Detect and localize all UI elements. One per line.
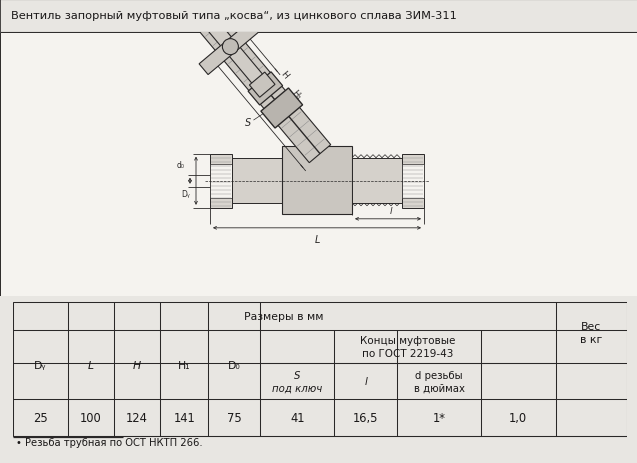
Circle shape xyxy=(222,39,238,56)
Bar xyxy=(232,158,282,203)
Text: S
под ключ: S под ключ xyxy=(272,370,322,393)
Bar xyxy=(352,158,402,203)
Text: d₀: d₀ xyxy=(177,160,185,169)
Polygon shape xyxy=(200,15,331,163)
Text: H: H xyxy=(279,69,290,80)
Bar xyxy=(210,164,232,198)
Polygon shape xyxy=(261,89,303,129)
Text: 75: 75 xyxy=(227,411,241,424)
Text: 25: 25 xyxy=(33,411,48,424)
Text: Вентиль запорный муфтовый типа „косва“, из цинкового сплава ЗИМ-311: Вентиль запорный муфтовый типа „косва“, … xyxy=(11,11,457,21)
Text: S: S xyxy=(245,118,252,128)
Text: 41: 41 xyxy=(290,411,304,424)
Text: 16,5: 16,5 xyxy=(353,411,378,424)
Text: D₀: D₀ xyxy=(228,360,241,370)
Text: 100: 100 xyxy=(80,411,102,424)
Text: Dᵧ: Dᵧ xyxy=(34,360,47,370)
Text: L: L xyxy=(88,360,94,370)
Bar xyxy=(402,154,424,208)
Text: Вес
в кг: Вес в кг xyxy=(580,321,603,344)
Text: H₁: H₁ xyxy=(290,88,303,101)
Text: L: L xyxy=(314,234,320,244)
Text: l: l xyxy=(364,376,367,387)
Text: l: l xyxy=(390,206,392,215)
Text: Размеры в мм: Размеры в мм xyxy=(245,311,324,321)
Text: Dᵧ: Dᵧ xyxy=(182,189,190,198)
Text: 1,0: 1,0 xyxy=(509,411,527,424)
Text: Концы муфтовые
по ГОСТ 2219-43: Концы муфтовые по ГОСТ 2219-43 xyxy=(361,335,455,358)
Text: 141: 141 xyxy=(173,411,195,424)
Text: 1*: 1* xyxy=(433,411,445,424)
Bar xyxy=(282,146,352,214)
Polygon shape xyxy=(199,20,262,75)
Text: D₀: D₀ xyxy=(223,44,236,58)
Text: H: H xyxy=(133,360,141,370)
Polygon shape xyxy=(248,73,283,106)
Text: 124: 124 xyxy=(126,411,148,424)
Text: • Резьба трубная по ОСТ НКТП 266.: • Резьба трубная по ОСТ НКТП 266. xyxy=(16,437,203,447)
Bar xyxy=(210,154,232,208)
Polygon shape xyxy=(190,1,271,94)
Bar xyxy=(402,164,424,198)
Bar xyxy=(13,302,627,436)
Text: d резьбы
в дюймах: d резьбы в дюймах xyxy=(413,370,464,393)
Polygon shape xyxy=(186,0,211,22)
Polygon shape xyxy=(250,73,275,98)
Text: H₁: H₁ xyxy=(178,360,190,370)
